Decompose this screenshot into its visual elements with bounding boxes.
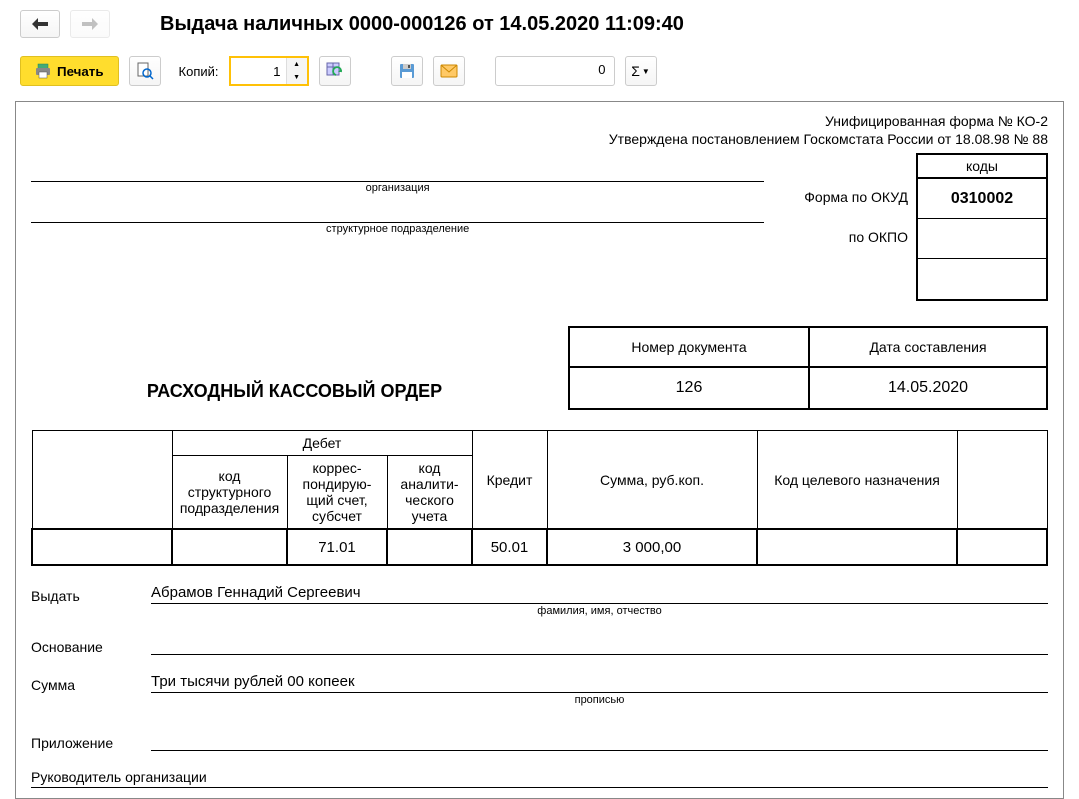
page-title: Выдача наличных 0000-000126 от 14.05.202… [160,13,684,36]
col-last [957,431,1047,530]
numeric-display: 0 [495,56,615,86]
cell-blank [32,529,172,565]
cell-analyt [387,529,472,565]
table-row: 71.01 50.01 3 000,00 [32,529,1047,565]
table-refresh-icon [326,62,344,80]
give-value: Абрамов Геннадий Сергеевич [151,584,1048,604]
col-analyt: код аналити-ческого учета [387,456,472,530]
sum-value: Три тысячи рублей 00 копеек [151,673,1048,693]
arrow-right-icon [82,18,98,30]
form-header-line1: Унифицированная форма № КО-2 [31,112,1048,130]
basis-value [151,635,1048,655]
okpo-value [918,219,1046,259]
give-caption: фамилия, имя, отчество [151,605,1048,617]
manager-label: Руководитель организации [31,769,1048,788]
organization-caption: организация [31,182,764,194]
copies-spinner: ▲ ▼ [286,58,307,84]
col-struct: код структурного подразделения [172,456,287,530]
give-label: Выдать [31,588,151,604]
nav-back-button[interactable] [20,10,60,38]
okud-value: 0310002 [918,179,1046,219]
col-blank [32,431,172,530]
dropdown-icon: ▼ [642,67,650,76]
attach-value [151,731,1048,751]
print-button[interactable]: Печать [20,56,119,86]
main-table: Дебет Кредит Сумма, руб.коп. Код целевог… [31,430,1048,566]
cell-corr: 71.01 [287,529,387,565]
col-corr: коррес-пондирую-щий счет, субсчет [287,456,387,530]
doc-number-header: Номер документа [570,328,808,368]
sigma-icon: Σ [631,63,640,79]
doc-date-value: 14.05.2020 [810,368,1046,408]
col-debit: Дебет [172,431,472,456]
cell-struct [172,529,287,565]
sum-label: Сумма [31,677,151,693]
cell-credit: 50.01 [472,529,547,565]
basis-label: Основание [31,639,151,655]
doc-date-header: Дата составления [810,328,1046,368]
printer-icon [35,63,51,79]
copies-spinner-up[interactable]: ▲ [287,58,307,71]
preview-button[interactable] [129,56,161,86]
extra-code-value [918,259,1046,299]
codes-table: коды 0310002 [916,153,1048,301]
col-sum: Сумма, руб.коп. [547,431,757,530]
refresh-button[interactable] [319,56,351,86]
floppy-disk-icon [399,63,415,79]
email-button[interactable] [433,56,465,86]
sigma-button[interactable]: Σ ▼ [625,56,657,86]
form-header-line2: Утверждена постановлением Госкомстата Ро… [31,130,1048,148]
arrow-left-icon [32,18,48,30]
copies-label: Копий: [179,64,219,79]
okud-label: Форма по ОКУД [804,177,908,217]
copies-input-wrapper: ▲ ▼ [229,56,309,86]
document-area: Унифицированная форма № КО-2 Утверждена … [15,101,1064,799]
attach-label: Приложение [31,735,151,751]
print-button-label: Печать [57,64,104,79]
copies-input[interactable] [231,58,286,84]
document-title: РАСХОДНЫЙ КАССОВЫЙ ОРДЕР [31,326,568,410]
save-button[interactable] [391,56,423,86]
cell-purpose [757,529,957,565]
okpo-label: по ОКПО [804,217,908,257]
sum-caption: прописью [151,694,1048,706]
col-purpose: Код целевого назначения [757,431,957,530]
department-caption: структурное подразделение [31,223,764,235]
codes-header: коды [918,155,1046,179]
cell-sum: 3 000,00 [547,529,757,565]
doc-number-value: 126 [570,368,808,408]
col-credit: Кредит [472,431,547,530]
magnify-page-icon [136,62,154,80]
copies-spinner-down[interactable]: ▼ [287,71,307,84]
envelope-icon [440,64,458,78]
nav-forward-button[interactable] [70,10,110,38]
cell-last [957,529,1047,565]
